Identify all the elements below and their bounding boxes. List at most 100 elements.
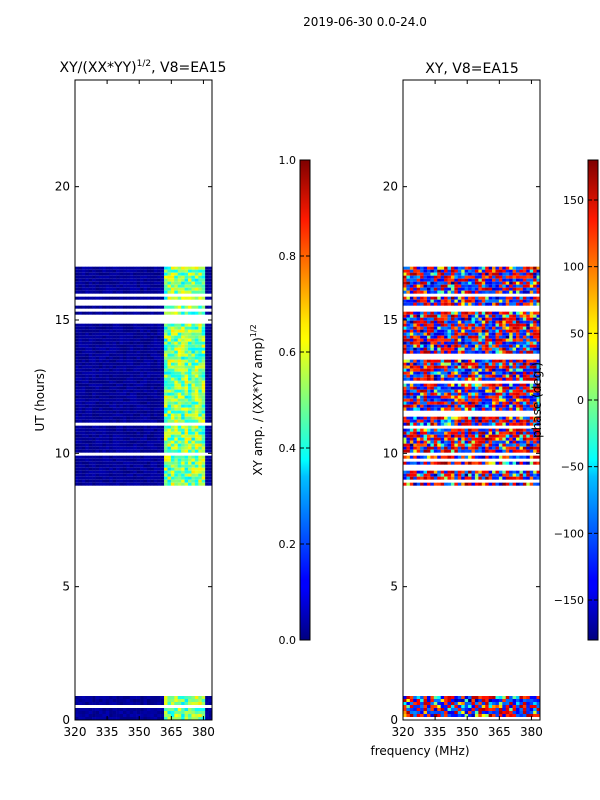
heatmap-cell [136,470,141,474]
heatmap-cell [406,272,411,276]
heatmap-cell [406,404,411,408]
heatmap-cell [536,383,540,387]
heatmap-cell [188,470,192,474]
heatmap-cell [85,431,89,435]
heatmap-cell [522,419,527,423]
heatmap-cell [177,389,182,393]
heatmap-cell [505,708,510,711]
heatmap-cell [170,467,175,471]
heatmap-cell [153,350,158,354]
heatmap-cell [95,455,100,459]
heatmap-cell [420,714,424,717]
heatmap-cell [478,708,483,711]
heatmap-cell [102,269,107,273]
heatmap-cell [184,326,189,330]
heatmap-cell [474,296,479,300]
heatmap-cell [85,383,89,387]
left-heatmap [75,266,212,720]
heatmap-cell [533,329,537,333]
heatmap-cell [177,440,182,444]
heatmap-cell [92,368,96,372]
heatmap-cell [92,404,96,408]
heatmap-cell [505,266,510,270]
heatmap-cell [481,416,486,420]
heatmap-cell [205,341,209,345]
heatmap-cell [201,464,206,468]
heatmap-cell [112,338,117,342]
heatmap-cell [481,314,486,318]
heatmap-cell [457,299,462,303]
heatmap-cell [529,287,534,291]
heatmap-cell [516,311,520,315]
heatmap-cell [143,467,148,471]
heatmap-cell [413,419,417,423]
heatmap-cell [208,377,212,381]
heatmap-cell [188,353,192,357]
heatmap-cell [201,284,206,288]
heatmap-cell [413,296,417,300]
heatmap-cell [502,422,507,426]
heatmap-cell [478,416,483,420]
heatmap-cell [526,320,531,324]
heatmap-cell [105,359,110,363]
heatmap-cell [136,464,141,468]
heatmap-cell [181,374,185,378]
heatmap-cell [75,482,79,486]
heatmap-cell [88,398,93,402]
heatmap-cell [174,428,179,432]
heatmap-cell [205,389,209,393]
heatmap-cell [157,386,161,390]
heatmap-cell [420,272,424,276]
heatmap-cell [468,404,472,408]
heatmap-cell [150,281,155,285]
heatmap-cell [522,708,527,711]
heatmap-cell [437,266,441,270]
heatmap-cell [529,702,534,705]
heatmap-cell [403,401,407,405]
heatmap-cell [516,299,520,303]
heatmap-cell [416,389,421,393]
heatmap-cell [533,359,537,363]
heatmap-cell [112,362,117,366]
heatmap-cell [461,398,465,402]
heatmap-cell [105,717,110,720]
heatmap-cell [529,275,534,279]
heatmap-cell [457,416,462,420]
heatmap-cell [485,299,489,303]
heatmap-cell [519,696,524,699]
heatmap-cell [471,278,476,282]
heatmap-cell [184,455,189,459]
heatmap-cell [208,401,212,405]
heatmap-cell [194,401,199,405]
heatmap-cell [450,389,455,393]
heatmap-cell [457,332,462,336]
heatmap-cell [409,386,414,390]
heatmap-cell [409,311,414,315]
heatmap-cell [181,696,185,699]
heatmap-cell [495,329,500,333]
heatmap-cell [119,392,124,396]
heatmap-cell [98,398,103,402]
heatmap-cell [133,290,137,294]
heatmap-cell [170,374,175,378]
heatmap-cell [409,705,414,708]
heatmap-cell [95,326,100,330]
heatmap-cell [81,470,86,474]
heatmap-cell [512,341,517,345]
heatmap-cell [474,302,479,306]
heatmap-cell [184,365,189,369]
heatmap-cell [184,446,189,450]
heatmap-cell [474,416,479,420]
heatmap-cell [450,374,455,378]
heatmap-cell [454,401,459,405]
heatmap-cell [464,284,469,288]
heatmap-cell [92,305,96,309]
heatmap-cell [75,275,79,279]
heatmap-cell [181,338,185,342]
heatmap-cell [181,398,185,402]
heatmap-cell [485,332,489,336]
heatmap-cell [112,419,117,423]
heatmap-cell [88,341,93,345]
heatmap-cell [170,410,175,414]
heatmap-cell [146,473,151,477]
